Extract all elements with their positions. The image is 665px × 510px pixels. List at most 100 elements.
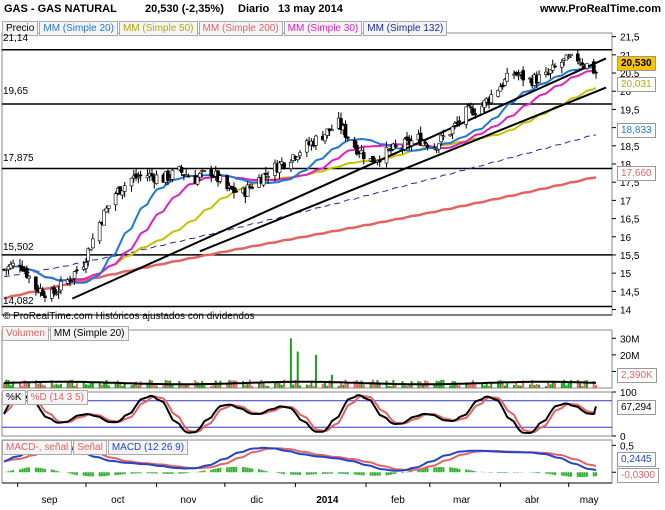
candle-body bbox=[325, 128, 330, 136]
tag-stoch: 67,294 bbox=[617, 400, 656, 415]
candle-body bbox=[500, 84, 505, 88]
candle-body bbox=[232, 186, 236, 193]
candle-body bbox=[371, 155, 375, 163]
candle-body bbox=[323, 134, 327, 142]
candle-body bbox=[72, 271, 77, 279]
candle-body bbox=[514, 71, 519, 76]
candle-body bbox=[575, 53, 580, 62]
candle-body bbox=[277, 162, 282, 174]
tag-sma50: 20,031 bbox=[617, 77, 656, 92]
candle-body bbox=[20, 266, 25, 272]
candle-body bbox=[464, 106, 469, 125]
trendline-upper bbox=[71, 57, 607, 300]
candle-body bbox=[384, 147, 389, 164]
legend-sma200[interactable]: MM (Simple 200) bbox=[198, 21, 283, 36]
candle-body bbox=[88, 249, 93, 252]
legend-sma20[interactable]: MM (Simple 20) bbox=[39, 21, 118, 36]
level-label-5: 14,082 bbox=[3, 296, 34, 307]
x-axis-label: sep bbox=[41, 495, 58, 506]
legend-sma30[interactable]: MM (Simple 30) bbox=[283, 21, 363, 36]
candle-body bbox=[402, 138, 407, 150]
price-axis-label: 20,5 bbox=[620, 69, 640, 80]
candle-body bbox=[521, 70, 525, 81]
candle-body bbox=[245, 184, 250, 197]
legend-volume-sma[interactable]: MM (Simple 20) bbox=[49, 326, 129, 341]
level-label-4: 15,502 bbox=[3, 242, 34, 253]
candle-body bbox=[553, 65, 557, 68]
candle-body bbox=[359, 150, 364, 155]
candle-body bbox=[585, 63, 589, 69]
candle-body bbox=[566, 56, 571, 59]
legend-stoch-d[interactable]: %D (14 3 5) bbox=[26, 390, 88, 405]
candle-body bbox=[40, 289, 45, 296]
stoch-axis-label: 100 bbox=[620, 388, 637, 399]
candle-body bbox=[52, 287, 56, 294]
candle-body bbox=[450, 126, 455, 135]
candles-group bbox=[2, 50, 598, 302]
candle-body bbox=[425, 144, 430, 148]
candle-body bbox=[70, 277, 75, 280]
candle-body bbox=[377, 159, 382, 163]
stoch-axis-label: 0 bbox=[620, 432, 626, 443]
level-label-1: 21,14 bbox=[3, 33, 29, 44]
candle-body bbox=[202, 170, 207, 172]
legend-price[interactable]: Precio bbox=[2, 21, 39, 36]
candle-body bbox=[346, 136, 350, 139]
candle-body bbox=[102, 209, 106, 226]
candle-body bbox=[195, 176, 200, 185]
site-label[interactable]: www.ProRealTime.com bbox=[539, 3, 661, 15]
candle-body bbox=[498, 86, 503, 92]
candle-body bbox=[11, 262, 15, 267]
candle-body bbox=[118, 186, 122, 195]
legend-stoch-k[interactable]: %K bbox=[2, 390, 26, 405]
tag-volume: 2,390K bbox=[617, 368, 657, 383]
legend-macd[interactable]: MACD (12 26 9) bbox=[107, 440, 189, 455]
candle-body bbox=[516, 74, 521, 77]
instrument-label: GAS - GAS NATURAL bbox=[4, 3, 117, 15]
candle-body bbox=[54, 293, 59, 296]
candle-body bbox=[569, 53, 573, 57]
candle-body bbox=[122, 185, 127, 192]
price-axis-label: 14,5 bbox=[620, 287, 640, 298]
legend-sma50[interactable]: MM (Simple 50) bbox=[118, 21, 198, 36]
sma200-line bbox=[3, 176, 597, 300]
tag-sma200: 17,660 bbox=[617, 166, 656, 181]
macd-axis-label: 0,5 bbox=[620, 441, 634, 452]
candle-body bbox=[218, 175, 223, 182]
price-axis-label: 15,5 bbox=[620, 251, 640, 262]
x-axis-label: oct bbox=[111, 495, 125, 506]
candle-body bbox=[453, 123, 457, 126]
candle-body bbox=[546, 73, 550, 75]
candle-body bbox=[209, 169, 213, 177]
candle-body bbox=[86, 248, 91, 262]
volume-legend: Volumen MM (Simple 20) bbox=[2, 326, 130, 341]
macd-legend: MACD-, señal Señal MACD (12 26 9) bbox=[2, 440, 189, 455]
x-axis-label: nov bbox=[180, 495, 196, 506]
candle-body bbox=[418, 132, 423, 146]
legend-signal[interactable]: Señal bbox=[73, 440, 107, 455]
trendline-lower bbox=[199, 86, 607, 253]
price-axis-label: 16,5 bbox=[620, 215, 640, 226]
candle-body bbox=[56, 291, 61, 293]
candle-body bbox=[9, 264, 13, 269]
level-label-2: 19,65 bbox=[3, 86, 29, 97]
candle-body bbox=[466, 104, 471, 107]
candle-body bbox=[18, 264, 22, 267]
candle-body bbox=[437, 143, 441, 150]
candle-body bbox=[184, 174, 188, 177]
legend-macd-signal[interactable]: MACD-, señal bbox=[2, 440, 73, 455]
candle-body bbox=[295, 156, 300, 160]
price-legend: Precio MM (Simple 20) MM (Simple 50) MM (Si… bbox=[2, 21, 448, 36]
legend-volume[interactable]: Volumen bbox=[2, 326, 49, 341]
volume-axis-label: 30M bbox=[620, 334, 639, 345]
copyright-text: © ProRealTime.com Históricos ajustados c… bbox=[3, 311, 255, 322]
candle-body bbox=[120, 190, 125, 196]
candle-body bbox=[68, 279, 72, 282]
candle-body bbox=[389, 148, 393, 152]
candle-body bbox=[439, 134, 443, 143]
candle-body bbox=[225, 175, 229, 190]
candle-body bbox=[136, 176, 141, 179]
candle-body bbox=[106, 205, 111, 209]
candle-body bbox=[473, 113, 478, 115]
legend-sma132[interactable]: MM (Simple 132) bbox=[363, 21, 448, 36]
